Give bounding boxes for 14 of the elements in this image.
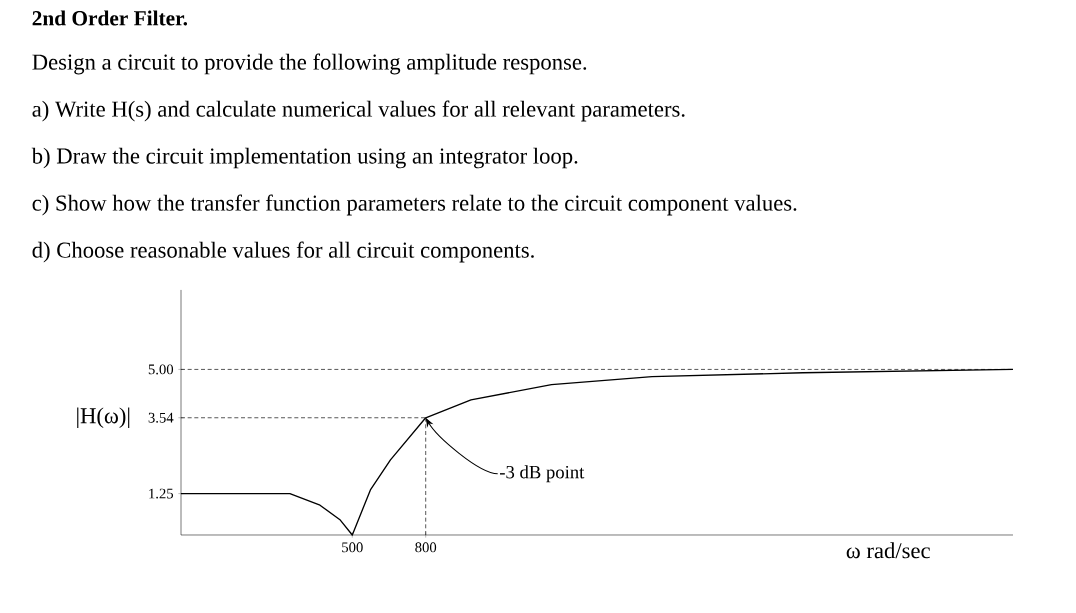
chart-title: 2nd Order Filter. [32,10,188,26]
y-axis-title: |H(ω)| [77,407,130,429]
x-axis-title: ω rad/sec [846,542,930,559]
text: d) Choose reasonable values for all circuit components. [32,241,534,263]
y-tick-label: 1.25 [149,488,174,499]
chart-subtitle: Design a circuit to provide the following amplitude response. [32,53,587,75]
text: a) Write H(s) and calculate numerical values for all relevant parameters. [32,100,685,122]
text: b) Draw the circuit implementation using an integrator loop. [31,147,578,169]
x-tick-label: 800 [415,542,437,553]
x-tick-label: 500 [342,542,363,553]
y-tick-label: 3.54 [148,412,174,423]
annotation: -3 dB point [500,465,585,483]
y-tick-label: 5.00 [148,364,174,375]
text: c) Show how the transfer function parameters relate to the circuit component values. [32,194,797,216]
